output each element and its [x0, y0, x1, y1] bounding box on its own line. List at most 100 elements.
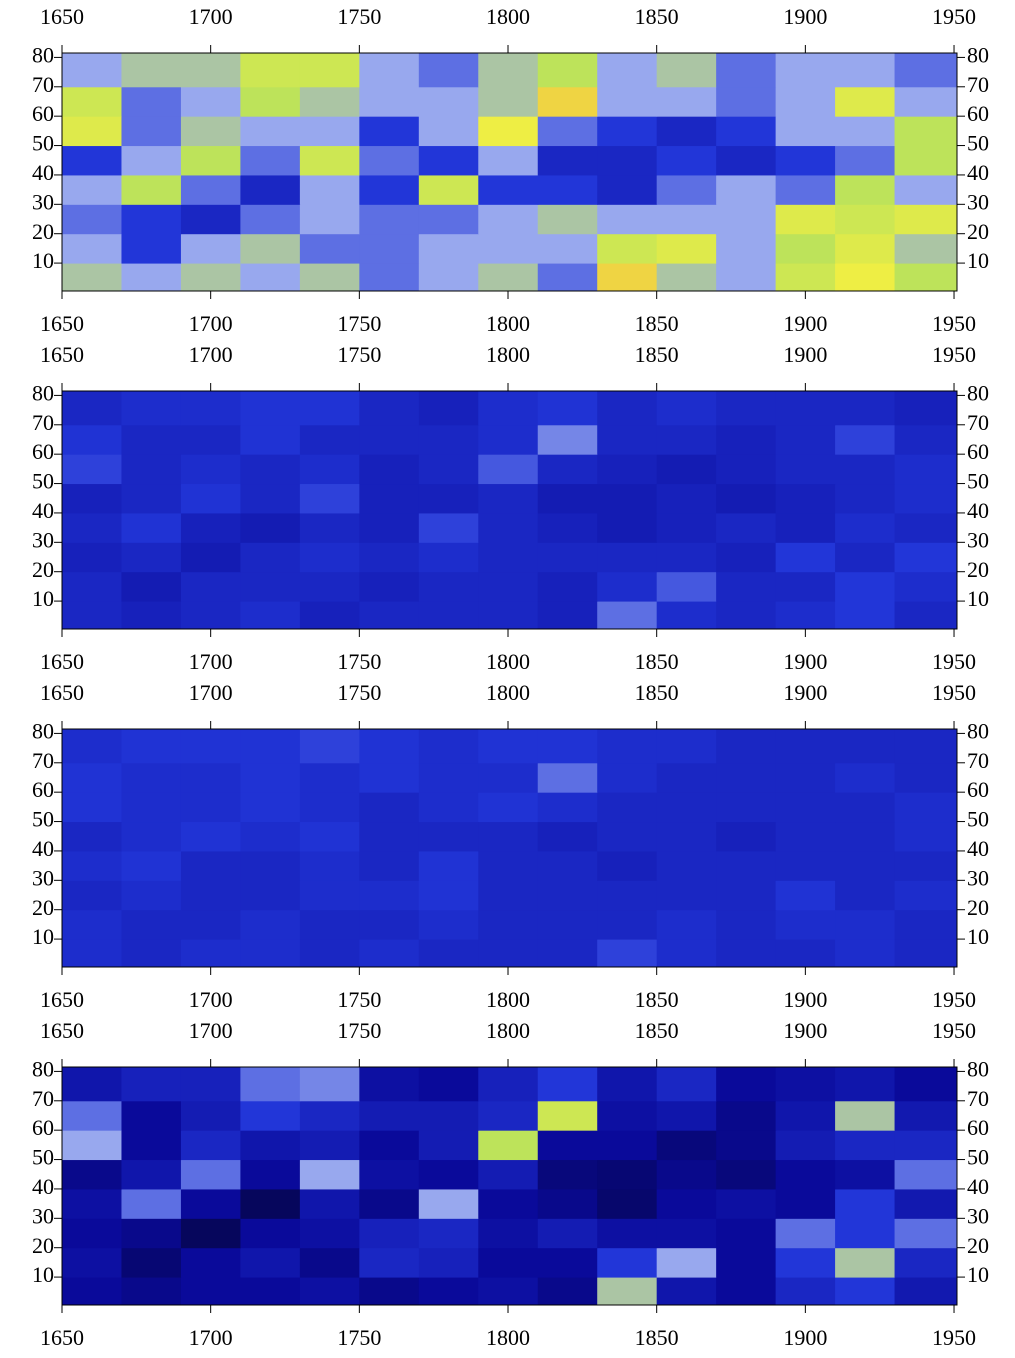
y-tick-label: 70	[32, 748, 54, 773]
heat-cell	[240, 909, 301, 940]
heat-cell	[597, 424, 658, 455]
x-tick-label: 1750	[337, 4, 381, 29]
heat-cell	[716, 391, 777, 426]
y-tick-label: 60	[32, 439, 54, 464]
heat-cell	[62, 1218, 122, 1249]
heat-cell	[537, 1159, 598, 1190]
heat-cell	[359, 391, 420, 426]
heat-cell	[299, 729, 360, 764]
heat-cell	[478, 1130, 539, 1161]
heat-cell	[597, 1067, 658, 1102]
heat-cell	[775, 762, 836, 793]
heat-cell	[656, 601, 717, 630]
y-tick-label: 80	[967, 380, 989, 405]
heat-cell	[597, 116, 658, 147]
heat-cell	[478, 145, 539, 176]
heat-cell	[656, 571, 717, 602]
y-tick-label: 40	[967, 1174, 989, 1199]
heat-cell	[359, 880, 420, 911]
heat-cell	[894, 1247, 958, 1278]
x-tick-label: 1900	[783, 987, 827, 1012]
y-tick-label: 10	[967, 1262, 989, 1287]
heat-cell	[478, 1277, 539, 1306]
y-tick-label: 40	[32, 160, 54, 185]
heat-cell	[359, 821, 420, 852]
heat-cell	[478, 174, 539, 205]
heat-cell	[62, 86, 122, 117]
x-tick-label: 1700	[189, 311, 233, 336]
heat-cell	[835, 233, 896, 264]
heat-cell	[537, 1067, 598, 1102]
heat-cell	[894, 821, 958, 852]
heat-cell	[180, 909, 241, 940]
y-tick-label: 80	[32, 1056, 54, 1081]
y-tick-label: 30	[32, 189, 54, 214]
heat-cell	[62, 391, 122, 426]
heat-cell	[597, 86, 658, 117]
heat-cell	[240, 145, 301, 176]
heat-cell	[359, 1130, 420, 1161]
heat-cell	[299, 1188, 360, 1219]
heat-cell	[299, 939, 360, 968]
x-tick-label: 1800	[486, 4, 530, 29]
y-tick-label: 20	[967, 895, 989, 920]
heat-cell	[894, 53, 958, 88]
heat-cell	[835, 204, 896, 235]
heat-cell	[597, 601, 658, 630]
heat-cell	[478, 86, 539, 117]
heat-cell	[894, 424, 958, 455]
heat-cell	[240, 939, 301, 968]
heat-cell	[597, 1247, 658, 1278]
heat-cell	[478, 454, 539, 485]
heat-cell	[418, 233, 479, 264]
y-tick-label: 20	[967, 557, 989, 582]
heat-cell	[775, 1067, 836, 1102]
x-tick-label: 1850	[635, 1018, 679, 1043]
heat-cell	[835, 850, 896, 881]
heat-cell	[835, 821, 896, 852]
heat-cell	[656, 1067, 717, 1102]
x-tick-label: 1850	[635, 680, 679, 705]
heat-cell	[478, 729, 539, 764]
heat-cell	[775, 454, 836, 485]
x-tick-label: 1700	[189, 4, 233, 29]
heatmap-panel: 1650 1650 1700 1700 1750 1750 1800 1800 1850 1850…	[32, 1018, 989, 1350]
heat-cell	[62, 1100, 122, 1131]
heat-cell	[359, 1067, 420, 1102]
y-tick-label: 40	[32, 1174, 54, 1199]
heat-cell	[894, 1218, 958, 1249]
heat-cell	[716, 145, 777, 176]
heat-cell	[478, 542, 539, 573]
heat-cell	[894, 1130, 958, 1161]
heat-cell	[121, 424, 182, 455]
heat-cell	[656, 263, 717, 292]
heat-cell	[240, 880, 301, 911]
heat-cell	[716, 792, 777, 823]
heat-cell	[359, 204, 420, 235]
heat-cell	[775, 263, 836, 292]
heat-cell	[240, 542, 301, 573]
heat-cell	[478, 1100, 539, 1131]
heat-cell	[775, 1277, 836, 1306]
heat-cell	[121, 762, 182, 793]
heat-cell	[775, 880, 836, 911]
heat-cell	[62, 1247, 122, 1278]
heat-cell	[240, 1159, 301, 1190]
y-tick-label: 50	[32, 1145, 54, 1170]
heat-cell	[537, 571, 598, 602]
heat-cell	[180, 1277, 241, 1306]
heat-cell	[835, 263, 896, 292]
heat-cell	[716, 909, 777, 940]
heat-cell	[418, 601, 479, 630]
heat-cell	[240, 1100, 301, 1131]
heat-cell	[537, 880, 598, 911]
heat-cell	[240, 1247, 301, 1278]
heat-cell	[775, 116, 836, 147]
heat-cell	[537, 145, 598, 176]
heat-cell	[240, 821, 301, 852]
heat-cell	[299, 454, 360, 485]
heat-cell	[62, 880, 122, 911]
y-tick-label: 70	[32, 410, 54, 435]
heat-cell	[418, 821, 479, 852]
